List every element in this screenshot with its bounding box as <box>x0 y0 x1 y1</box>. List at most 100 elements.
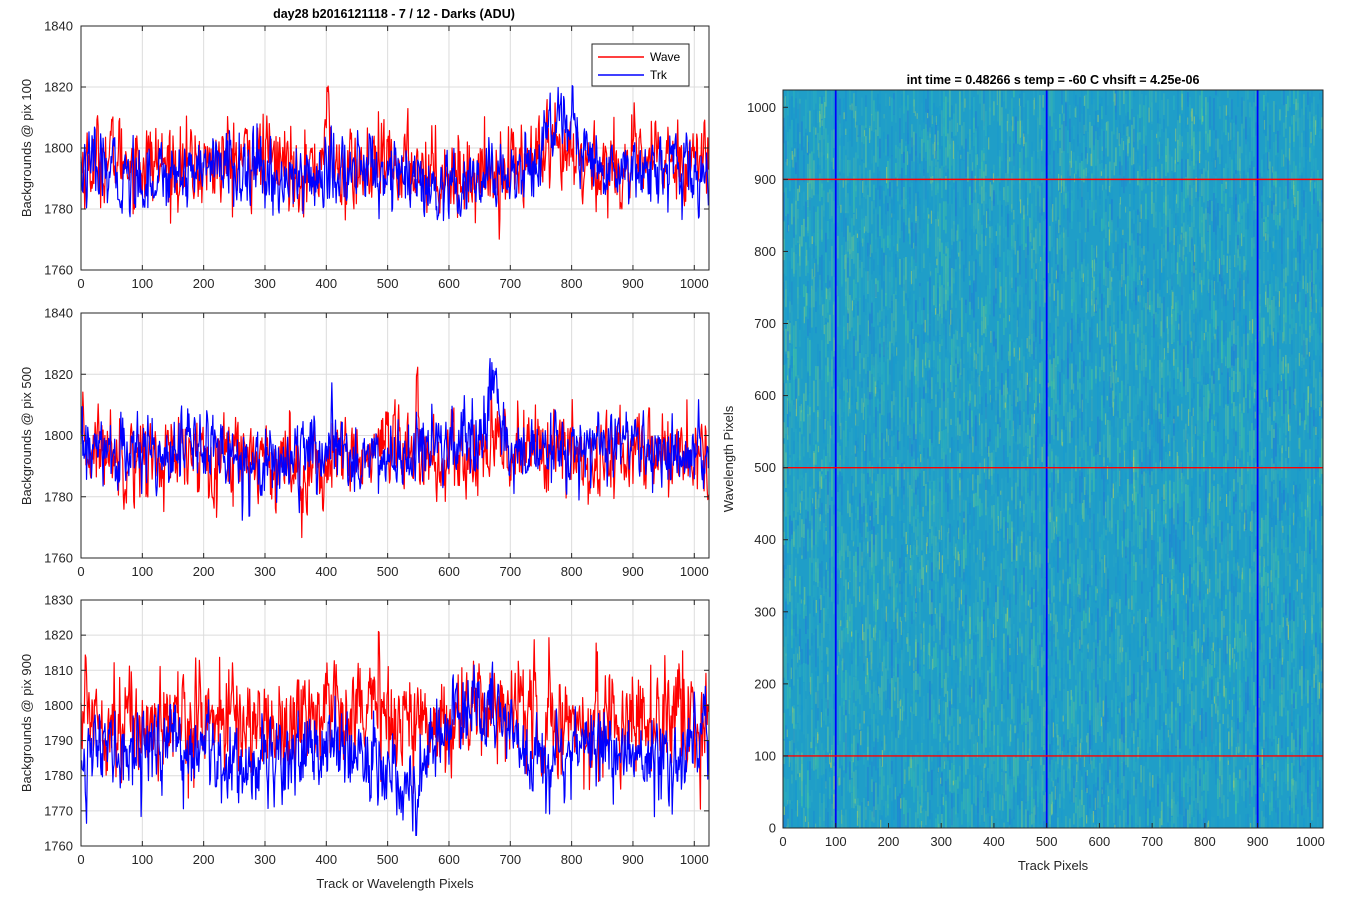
heatmap-texture <box>897 235 899 258</box>
heatmap-texture <box>981 682 983 700</box>
heatmap-texture <box>1025 565 1027 606</box>
heatmap-texture <box>1155 260 1157 293</box>
heatmap-texture <box>1143 296 1145 308</box>
heatmap-texture <box>841 545 843 573</box>
heatmap-texture <box>851 106 853 147</box>
heatmap-texture <box>925 380 927 394</box>
y-tick-label: 1820 <box>44 628 73 643</box>
heatmap-texture <box>837 459 839 482</box>
heatmap-texture <box>1127 340 1129 380</box>
heatmap-texture <box>967 565 969 586</box>
heatmap-texture <box>1039 306 1041 344</box>
heatmap-texture <box>845 533 847 552</box>
heatmap-texture <box>967 628 969 660</box>
heatmap-texture <box>969 90 971 110</box>
heatmap-texture <box>995 287 997 304</box>
heatmap-texture <box>1155 462 1157 485</box>
heatmap-texture <box>1099 193 1101 205</box>
heatmap-texture <box>903 257 905 285</box>
heatmap-texture <box>1001 659 1003 691</box>
heatmap-texture <box>877 339 879 373</box>
heatmap-texture <box>891 251 893 288</box>
heatmap-texture <box>865 235 867 271</box>
heatmap-texture <box>959 555 961 578</box>
heatmap-texture <box>819 586 821 602</box>
heatmap-texture <box>1101 534 1103 557</box>
heatmap-texture <box>1001 704 1003 722</box>
heatmap-texture <box>863 502 865 542</box>
heatmap-texture <box>827 812 829 828</box>
heatmap-texture <box>839 127 841 161</box>
heatmap-texture <box>1023 131 1025 165</box>
heatmap-texture <box>861 606 863 644</box>
heatmap-texture <box>851 513 853 541</box>
heatmap-texture <box>985 722 987 748</box>
heatmap-texture <box>823 303 825 334</box>
heatmap-texture <box>921 649 923 677</box>
heatmap-texture <box>1177 503 1179 525</box>
heatmap-texture <box>947 691 949 720</box>
heatmap-texture <box>927 190 929 222</box>
heatmap-texture <box>903 563 905 584</box>
heatmap-texture <box>977 203 979 234</box>
heatmap-texture <box>829 425 831 463</box>
heatmap-texture <box>1105 654 1107 683</box>
heatmap-texture <box>1137 692 1139 719</box>
heatmap-texture <box>819 152 821 166</box>
heatmap-texture <box>1049 744 1051 772</box>
heatmap-texture <box>1043 687 1045 727</box>
heatmap-texture <box>863 740 865 756</box>
heatmap-texture <box>859 228 861 242</box>
heatmap-texture <box>943 634 945 676</box>
heatmap-texture <box>1003 445 1005 467</box>
heatmap-texture <box>909 229 911 245</box>
heatmap-texture <box>943 335 945 372</box>
heatmap-texture <box>905 538 907 568</box>
heatmap-texture <box>1151 586 1153 618</box>
heatmap-texture <box>1173 435 1175 465</box>
heatmap-texture <box>1119 647 1121 665</box>
heatmap-texture <box>789 479 791 520</box>
heatmap-texture <box>847 329 849 344</box>
heatmap-texture <box>813 585 815 598</box>
heatmap-texture <box>791 96 793 120</box>
heatmap-texture <box>955 300 957 339</box>
heatmap-texture <box>1107 268 1109 308</box>
heatmap-texture <box>1047 803 1049 823</box>
heatmap-texture <box>947 789 949 828</box>
heatmap-texture <box>1073 477 1075 499</box>
heatmap-texture <box>1033 588 1035 603</box>
heatmap-texture <box>915 617 917 635</box>
heatmap-texture <box>845 678 847 701</box>
heatmap-texture <box>1059 270 1061 295</box>
heatmap-texture <box>897 504 899 541</box>
heatmap-texture <box>1071 389 1073 416</box>
heatmap-texture <box>821 632 823 661</box>
heatmap-texture <box>1021 729 1023 753</box>
heatmap-texture <box>1009 790 1011 817</box>
heatmap-texture <box>1121 682 1123 698</box>
heatmap-texture <box>1121 137 1123 179</box>
heatmap-texture <box>1031 552 1033 572</box>
heatmap-texture <box>819 350 821 391</box>
heatmap-texture <box>1037 786 1039 803</box>
heatmap-texture <box>1099 655 1101 671</box>
heatmap-texture <box>897 677 899 709</box>
heatmap-texture <box>823 793 825 821</box>
heatmap-texture <box>839 533 841 565</box>
heatmap-texture <box>989 727 991 748</box>
heatmap-texture <box>1151 304 1153 317</box>
heatmap-texture <box>1011 778 1013 819</box>
heatmap-texture <box>913 600 915 620</box>
heatmap-texture <box>1011 125 1013 162</box>
heatmap-texture <box>1077 627 1079 655</box>
heatmap-texture <box>1163 501 1165 525</box>
heatmap-texture <box>1035 554 1037 568</box>
heatmap-texture <box>1101 807 1103 828</box>
heatmap-texture <box>1081 436 1083 468</box>
heatmap-texture <box>967 802 969 828</box>
heatmap-texture <box>1189 226 1191 252</box>
heatmap-texture <box>907 397 909 436</box>
heatmap-texture <box>907 748 909 767</box>
heatmap-texture <box>901 520 903 539</box>
